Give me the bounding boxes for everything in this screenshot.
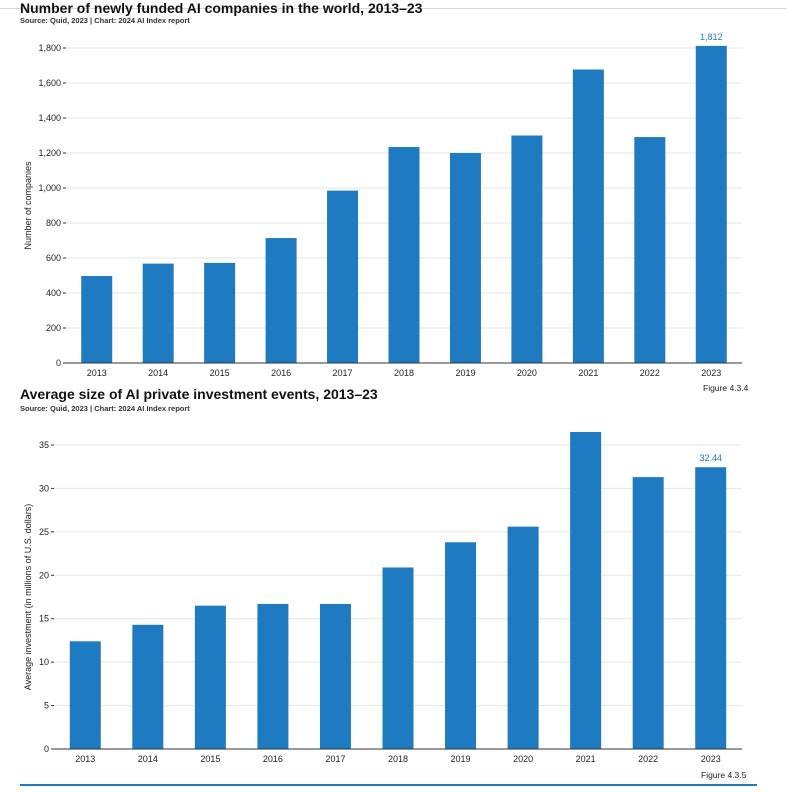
data-label: 32.44 xyxy=(699,453,722,463)
x-tick-label: 2016 xyxy=(271,368,291,378)
x-tick-label: 2015 xyxy=(200,754,220,764)
x-tick-label: 2013 xyxy=(87,368,107,378)
bar-2013 xyxy=(81,276,113,363)
x-tick-label: 2014 xyxy=(148,368,168,378)
bar-2016 xyxy=(257,603,289,749)
y-tick-label: 1,400 xyxy=(38,113,61,123)
x-tick-label: 2020 xyxy=(513,754,533,764)
bar-2018 xyxy=(388,147,420,363)
bar-2023 xyxy=(695,45,727,364)
bar-2015 xyxy=(204,262,236,363)
bar-chart-investment: 0 5 10 15 20 25 30 35 Average investment (in mil… xyxy=(23,431,742,764)
x-tick-label: 2018 xyxy=(388,754,408,764)
x-tick-label: 2022 xyxy=(640,368,660,378)
y-tick-label: 30 xyxy=(39,483,49,493)
x-tick-label: 2018 xyxy=(394,368,414,378)
y-tick-label: 600 xyxy=(46,253,61,263)
bar-2019 xyxy=(449,153,481,363)
bar-2023 xyxy=(695,467,727,749)
bar-2014 xyxy=(142,263,174,363)
y-axis-label: Average investment (in millions of U.S. … xyxy=(23,504,33,690)
bar-2017 xyxy=(319,603,351,749)
y-tick-label: 15 xyxy=(39,614,49,624)
y-tick-label: 0 xyxy=(56,358,61,368)
x-tick-label: 2021 xyxy=(578,368,598,378)
bar-chart-companies: 0 200 400 600 800 1,000 1,200 1,400 1,600 1,800 Nu… xyxy=(23,32,742,378)
y-tick-label: 400 xyxy=(46,288,61,298)
x-tick-label: 2020 xyxy=(517,368,537,378)
bottom-divider xyxy=(20,784,757,786)
y-tick-label: 25 xyxy=(39,527,49,537)
y-tick-label: 1,800 xyxy=(38,43,61,53)
x-tick-label: 2015 xyxy=(210,368,230,378)
x-tick-label: 2016 xyxy=(263,754,283,764)
x-tick-label: 2021 xyxy=(576,754,596,764)
y-tick-label: 0 xyxy=(44,744,49,754)
x-tick-label: 2013 xyxy=(75,754,95,764)
bar-2016 xyxy=(265,238,297,363)
bar-2022 xyxy=(632,477,664,749)
figure-number: Figure 4.3.4 xyxy=(703,383,749,393)
bar-2020 xyxy=(507,526,539,749)
chart-source: Source: Quid, 2023 | Chart: 2024 AI Inde… xyxy=(20,16,190,25)
y-tick-label: 1,600 xyxy=(38,78,61,88)
y-tick-label: 35 xyxy=(39,440,49,450)
top-divider xyxy=(0,8,787,9)
y-tick-label: 200 xyxy=(46,323,61,333)
x-tick-label: 2023 xyxy=(701,754,721,764)
figure-number: Figure 4.3.5 xyxy=(701,770,747,780)
y-tick-label: 1,000 xyxy=(38,183,61,193)
y-tick-label: 10 xyxy=(39,657,49,667)
bar-2021 xyxy=(572,69,604,364)
chart-source: Source: Quid, 2023 | Chart: 2024 AI Inde… xyxy=(20,404,190,413)
bar-2021 xyxy=(570,431,602,749)
y-tick-label: 5 xyxy=(44,701,49,711)
x-tick-label: 2023 xyxy=(701,368,721,378)
bar-2017 xyxy=(327,190,359,363)
x-tick-label: 2019 xyxy=(455,368,475,378)
x-tick-label: 2014 xyxy=(138,754,158,764)
y-tick-label: 800 xyxy=(46,218,61,228)
x-tick-label: 2022 xyxy=(638,754,658,764)
bar-2015 xyxy=(194,605,226,749)
y-tick-label: 1,200 xyxy=(38,148,61,158)
bar-2013 xyxy=(69,641,101,749)
bar-2019 xyxy=(445,542,477,749)
bar-2022 xyxy=(634,137,666,363)
chart-title: Number of newly funded AI companies in t… xyxy=(20,0,423,16)
y-tick-label: 20 xyxy=(39,570,49,580)
x-tick-label: 2017 xyxy=(333,368,353,378)
x-tick-label: 2019 xyxy=(451,754,471,764)
bar-2018 xyxy=(382,567,414,749)
chart-title: Average size of AI private investment ev… xyxy=(20,386,378,402)
data-label: 1,812 xyxy=(700,32,723,42)
x-tick-label: 2017 xyxy=(325,754,345,764)
bar-2014 xyxy=(132,624,164,749)
y-axis-label: Number of companies xyxy=(23,161,33,250)
bar-2020 xyxy=(511,135,543,363)
